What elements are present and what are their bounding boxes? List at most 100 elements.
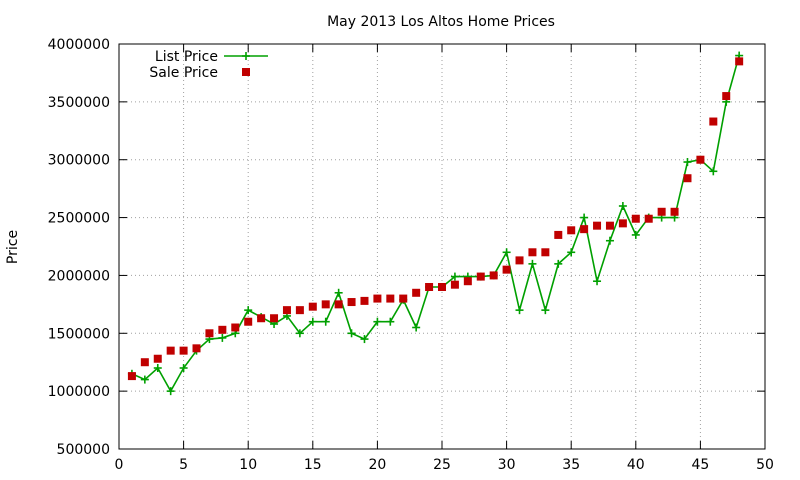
y-tick-label: 1500000 [48,326,110,342]
data-point [567,226,576,235]
y-tick-label: 3500000 [48,95,110,111]
data-point [140,358,149,367]
x-tick-label: 50 [756,457,774,473]
data-point [321,317,330,326]
x-tick-label: 35 [562,457,580,473]
chart-title: May 2013 Los Altos Home Prices [327,14,555,30]
data-point [670,207,679,216]
data-point [618,219,627,228]
data-point [412,288,421,297]
y-tick-label: 2500000 [48,211,110,227]
data-point [554,259,563,268]
data-point [347,329,356,338]
data-point [554,230,563,239]
data-point [295,306,304,315]
y-tick-label: 4000000 [48,37,110,53]
data-point [567,248,576,257]
data-point [205,329,214,338]
data-point [360,335,369,344]
data-point [515,256,524,265]
data-point [709,117,718,126]
x-tick-label: 45 [691,457,709,473]
plot-frame [118,43,766,450]
data-point [735,57,744,66]
data-point [127,372,136,381]
data-point [593,277,602,286]
data-point [631,230,640,239]
data-point [270,314,279,323]
x-tick-label: 25 [433,457,451,473]
data-point [360,296,369,305]
data-point [489,271,498,280]
data-point [231,323,240,332]
data-point [683,158,692,167]
data-point [399,294,408,303]
data-point [386,294,395,303]
data-point [502,265,511,274]
legend-swatch-marker [242,52,250,60]
y-tick-label: 1000000 [48,384,110,400]
data-point [528,248,537,257]
data-point [463,277,472,286]
x-tick-label: 20 [368,457,386,473]
data-point [166,346,175,355]
data-point [450,272,459,281]
x-tick-label: 15 [304,457,322,473]
data-point [438,283,446,291]
data-point [192,344,201,353]
series-1 [127,57,744,381]
data-point [515,306,524,315]
data-point [153,364,162,372]
data-point [450,280,459,289]
x-tick-label: 40 [627,457,645,473]
x-tick-label: 0 [115,457,124,473]
data-point [696,155,705,164]
data-point [618,202,627,210]
data-point [631,214,640,223]
data-point [373,294,382,303]
grid [119,44,765,449]
data-point [295,329,304,338]
data-point [605,221,614,230]
data-point [179,346,188,355]
axes: 500000 1000000 1500000 2000000 2500000 300000… [48,37,774,473]
y-tick-label: 500000 [57,442,110,458]
y-tick-label: 2000000 [48,268,110,284]
data-point [218,333,227,342]
data-point [580,225,589,234]
y-tick-label: 3000000 [48,153,110,169]
legend-swatch-marker [242,68,250,76]
data-point [709,167,718,176]
data-point [257,314,266,323]
data-point [179,364,188,372]
data-point [683,174,692,183]
data-point [334,288,343,297]
data-point [218,325,227,334]
data-point [244,306,253,315]
data-point [528,259,537,268]
x-tick-label: 10 [239,457,257,473]
data-point [412,323,421,332]
data-point [657,207,666,216]
data-point [593,221,602,230]
data-point [541,306,550,315]
data-point [244,317,253,326]
x-tick-label: 5 [179,457,188,473]
data-point [373,317,382,326]
data-point [153,354,162,363]
data-point [722,92,731,101]
data-point [502,248,511,257]
data-point [140,375,149,384]
data-point [541,248,550,257]
data-point [308,317,317,326]
data-point [334,300,343,309]
legend-label: Sale Price [149,65,218,81]
data-point [386,317,395,326]
data-point [282,306,291,315]
data-point [580,213,589,222]
y-axis-label: Price [5,230,21,264]
data-point [476,272,485,281]
data-point [644,214,653,223]
